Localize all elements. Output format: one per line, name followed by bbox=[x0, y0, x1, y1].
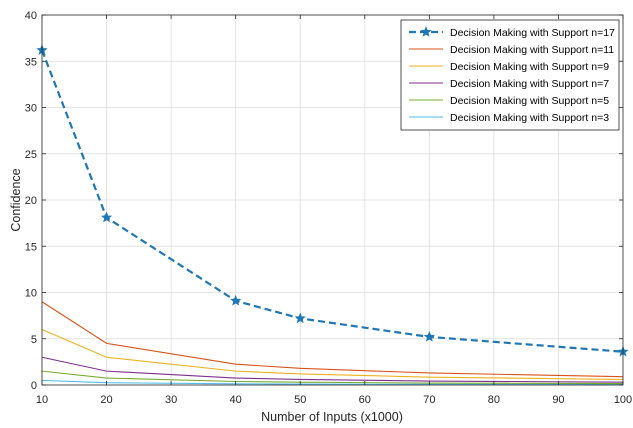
legend-marker-star bbox=[420, 26, 432, 37]
data-point-star bbox=[423, 331, 435, 342]
series-group bbox=[41, 301, 624, 378]
y-tick-label: 5 bbox=[31, 334, 37, 346]
x-tick-label: 100 bbox=[614, 394, 632, 406]
x-tick-label: 60 bbox=[359, 394, 371, 406]
x-tick-label: 50 bbox=[294, 394, 306, 406]
series-group bbox=[41, 328, 624, 380]
legend-label: Decision Making with Support n=7 bbox=[450, 78, 609, 90]
series-line bbox=[41, 301, 624, 378]
data-point-star bbox=[100, 211, 113, 223]
legend-label: Decision Making with Support n=11 bbox=[450, 44, 614, 56]
legend-label: Decision Making with Support n=9 bbox=[450, 61, 609, 73]
y-tick-label: 40 bbox=[25, 10, 37, 22]
legend-label: Decision Making with Support n=17 bbox=[450, 27, 615, 39]
series-layer bbox=[36, 44, 629, 386]
y-tick-label: 0 bbox=[31, 380, 37, 392]
x-tick-label: 40 bbox=[230, 394, 242, 406]
series-group bbox=[41, 370, 624, 385]
y-axis-title: Confidence bbox=[9, 168, 23, 231]
series-line bbox=[40, 49, 624, 353]
series-line bbox=[41, 370, 624, 385]
series-group bbox=[41, 379, 624, 386]
x-tick-label: 30 bbox=[165, 394, 177, 406]
x-tick-label: 70 bbox=[423, 394, 435, 406]
legend-label: Decision Making with Support n=3 bbox=[450, 112, 609, 124]
x-tick-label: 10 bbox=[36, 394, 48, 406]
series-line bbox=[41, 356, 624, 383]
legend-label: Decision Making with Support n=5 bbox=[450, 95, 609, 107]
x-tick-label: 90 bbox=[552, 394, 564, 406]
x-tick-label: 80 bbox=[488, 394, 500, 406]
y-tick-label: 30 bbox=[25, 103, 37, 115]
x-axis-title: Number of Inputs (x1000) bbox=[261, 410, 403, 424]
y-tick-label: 25 bbox=[25, 149, 37, 161]
y-tick-label: 10 bbox=[25, 288, 37, 300]
series-group bbox=[41, 356, 624, 383]
series-line bbox=[41, 379, 624, 386]
legend: Decision Making with Support n=17 Decisio… bbox=[400, 19, 620, 131]
series-line bbox=[41, 328, 624, 380]
data-point-star bbox=[294, 312, 306, 324]
x-tick-label: 20 bbox=[100, 394, 112, 406]
legend-box bbox=[400, 19, 620, 131]
axis-ticks: 10 20 30 40 50 60 70 80 90 100 0 5 10 15 20 25 30 35 40 bbox=[25, 10, 632, 406]
y-tick-label: 20 bbox=[25, 195, 37, 207]
data-point-star bbox=[230, 294, 242, 306]
y-tick-label: 35 bbox=[25, 56, 37, 68]
y-tick-label: 15 bbox=[25, 241, 37, 253]
